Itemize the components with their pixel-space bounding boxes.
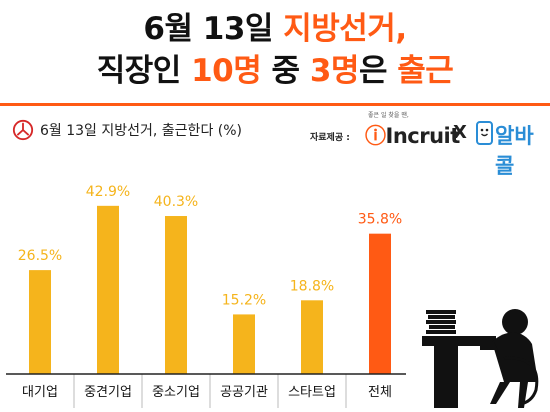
headline-three: 3명 [309,53,360,89]
incruit-mark-icon: ⓘ [365,124,386,148]
value-label-4: 18.8% [290,278,334,294]
phone-icon [476,121,493,145]
value-label-0: 26.5% [18,248,62,264]
headline-line-1: 6월 13일 지방선거, [0,10,550,48]
value-label-3: 15.2% [222,292,266,308]
vote-stamp-icon [12,119,34,141]
bar-4 [301,300,323,374]
category-label-group: 대기업 중견기업 중소기업 공공기관 스타트업 전체 [22,374,392,408]
headline-ten: 10명 [191,53,262,89]
category-label-3: 공공기관 [220,385,268,400]
category-label-0: 대기업 [22,385,58,400]
value-label-5: 35.8% [358,212,402,228]
headline-particle: 은 [358,53,398,89]
category-label-1: 중견기업 [84,385,132,400]
header-divider [0,103,550,106]
value-label-group: 26.5% 42.9% 40.3% 15.2% 18.8% 35.8% [18,184,402,309]
category-label-5: 전체 [368,385,392,400]
value-label-2: 40.3% [154,194,198,210]
value-label-1: 42.9% [86,184,130,200]
bar-5 [369,233,391,374]
bar-3 [233,314,255,374]
data-source: 자료제공 : 좋은 일 찾을 땐, ⓘIncruit X 알바콜 [310,108,540,178]
chart-subtitle-row: 6월 13일 지방선거, 출근한다 (%) [12,117,242,143]
bar-1 [97,205,119,374]
category-label-2: 중소기업 [152,385,200,400]
headline-workers: 직장인 [96,53,192,89]
headline-line-2: 직장인 10명 중 3명은 출근 [0,52,550,90]
source-label: 자료제공 : [310,133,350,143]
chart-subtitle: 6월 13일 지방선거, 출근한다 (%) [40,123,242,139]
bar-0 [29,270,51,374]
bar-chart: 26.5% 42.9% 40.3% 15.2% 18.8% 35.8% 대기업 중견기업 중소… [6,184,406,408]
tired-worker-illustration [422,309,539,408]
incruit-logo: ⓘIncruit [365,120,460,150]
albacall-wordmark: 알바콜 [495,124,534,178]
source-tagline: 좋은 일 찾을 땐, [368,112,409,119]
headline-among: 중 [261,53,310,89]
category-label-4: 스타트업 [288,385,336,400]
headline-election: 지방선거, [283,11,407,47]
bar-group [29,205,391,374]
bar-2 [165,216,187,374]
headline-date: 6월 13일 [143,11,284,47]
incruit-wordmark: Incruit [385,124,461,148]
headline-work: 출근 [397,53,454,89]
source-separator: X [453,122,467,143]
